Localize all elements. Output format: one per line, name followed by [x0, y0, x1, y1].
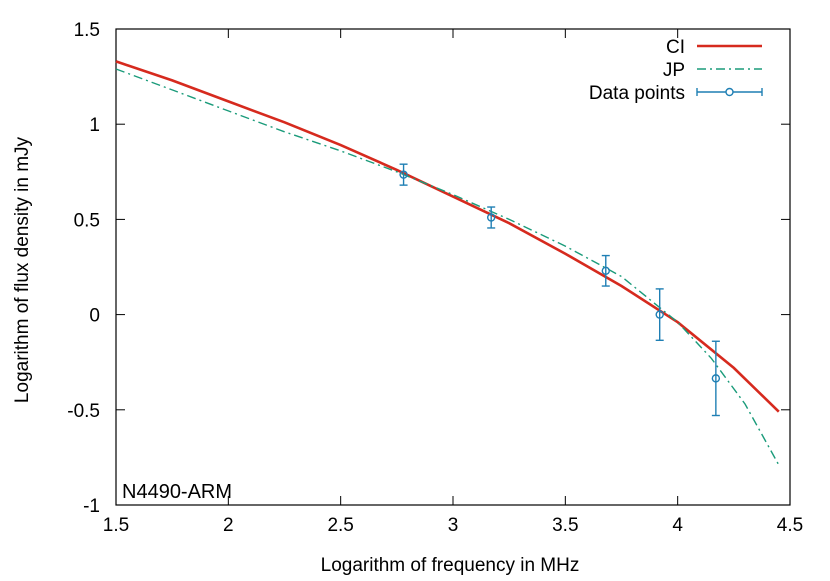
plot-frame — [115, 28, 791, 506]
y-tick-label: 0 — [89, 306, 100, 327]
x-tick-label: 1.5 — [103, 515, 129, 536]
legend-swatch-point — [725, 87, 734, 97]
y-axis-ticks: -1 -0.5 0 0.5 1 1.5 — [67, 20, 790, 517]
y-tick-label: 1 — [89, 115, 100, 136]
x-tick-label: 3.5 — [552, 515, 578, 536]
legend-label-jp: JP — [663, 60, 685, 81]
x-tick-label: 4 — [672, 515, 683, 536]
data-point — [601, 266, 610, 276]
x-tick-label: 4.5 — [777, 515, 803, 536]
y-tick-label: 1.5 — [74, 20, 100, 41]
x-tick-label: 3 — [448, 515, 459, 536]
legend-label-data-points: Data points — [589, 83, 685, 104]
plot-border — [115, 28, 791, 506]
x-tick-label: 2.5 — [327, 515, 353, 536]
data-point — [486, 213, 496, 222]
y-tick-label: 0.5 — [74, 210, 100, 231]
x-axis-ticks: 1.5 2 2.5 3 3.5 4 4.5 — [103, 29, 803, 536]
x-axis-title: Logarithm of frequency in MHz — [321, 555, 580, 576]
series-line-jp — [115, 68, 780, 466]
data-point — [399, 170, 408, 179]
x-tick-label: 2 — [223, 515, 234, 536]
y-axis-title: Logarithm of flux density in mJy — [12, 136, 33, 403]
series-line-ci — [115, 60, 780, 413]
legend-label-ci: CI — [666, 37, 685, 58]
series-layer — [115, 60, 780, 466]
data-point — [711, 374, 721, 383]
data-point — [655, 310, 664, 319]
y-tick-label: -1 — [83, 496, 100, 517]
chart-annotation: N4490-ARM — [122, 481, 232, 503]
y-tick-label: -0.5 — [67, 401, 100, 422]
